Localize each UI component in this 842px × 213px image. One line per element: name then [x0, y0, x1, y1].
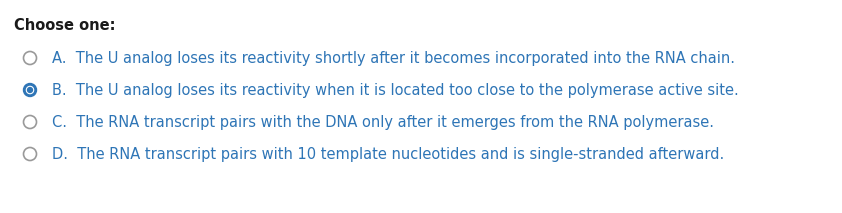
- Circle shape: [24, 52, 36, 65]
- Circle shape: [24, 83, 36, 96]
- Circle shape: [24, 115, 36, 128]
- Circle shape: [28, 88, 33, 92]
- Text: Choose one:: Choose one:: [14, 18, 115, 33]
- Circle shape: [26, 86, 34, 94]
- Circle shape: [24, 147, 36, 161]
- Text: A.  The U analog loses its reactivity shortly after it becomes incorporated into: A. The U analog loses its reactivity sho…: [52, 50, 735, 66]
- Text: C.  The RNA transcript pairs with the DNA only after it emerges from the RNA pol: C. The RNA transcript pairs with the DNA…: [52, 115, 714, 130]
- Text: B.  The U analog loses its reactivity when it is located too close to the polyme: B. The U analog loses its reactivity whe…: [52, 82, 738, 98]
- Text: D.  The RNA transcript pairs with 10 template nucleotides and is single-stranded: D. The RNA transcript pairs with 10 temp…: [52, 147, 724, 161]
